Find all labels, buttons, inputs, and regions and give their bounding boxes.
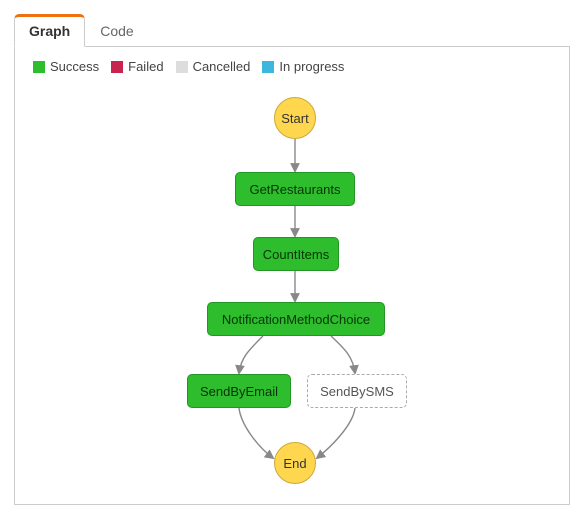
edge-choice-sms	[331, 336, 355, 373]
node-choice[interactable]: NotificationMethodChoice	[207, 302, 385, 336]
legend: Success Failed Cancelled In progress	[33, 59, 557, 74]
graph-panel: Success Failed Cancelled In progress Sta…	[14, 47, 570, 505]
legend-swatch-failed	[111, 61, 123, 73]
legend-swatch-success	[33, 61, 45, 73]
legend-swatch-inprogress	[262, 61, 274, 73]
tab-code[interactable]: Code	[85, 14, 148, 47]
flowchart-stage: Start GetRestaurants CountItems Notificatio…	[15, 77, 569, 504]
node-sms[interactable]: SendBySMS	[307, 374, 407, 408]
node-count[interactable]: CountItems	[253, 237, 339, 271]
legend-inprogress: In progress	[262, 59, 344, 74]
legend-swatch-cancelled	[176, 61, 188, 73]
edge-sms-end	[317, 408, 355, 458]
legend-failed: Failed	[111, 59, 163, 74]
node-email[interactable]: SendByEmail	[187, 374, 291, 408]
edge-choice-email	[239, 336, 263, 373]
legend-label: Cancelled	[193, 59, 251, 74]
tab-graph[interactable]: Graph	[14, 14, 85, 47]
legend-label: Success	[50, 59, 99, 74]
legend-cancelled: Cancelled	[176, 59, 251, 74]
edge-email-end	[239, 408, 273, 458]
node-end[interactable]: End	[274, 442, 316, 484]
legend-label: Failed	[128, 59, 163, 74]
node-start[interactable]: Start	[274, 97, 316, 139]
node-get[interactable]: GetRestaurants	[235, 172, 355, 206]
legend-success: Success	[33, 59, 99, 74]
tab-bar: Graph Code	[14, 14, 570, 47]
legend-label: In progress	[279, 59, 344, 74]
